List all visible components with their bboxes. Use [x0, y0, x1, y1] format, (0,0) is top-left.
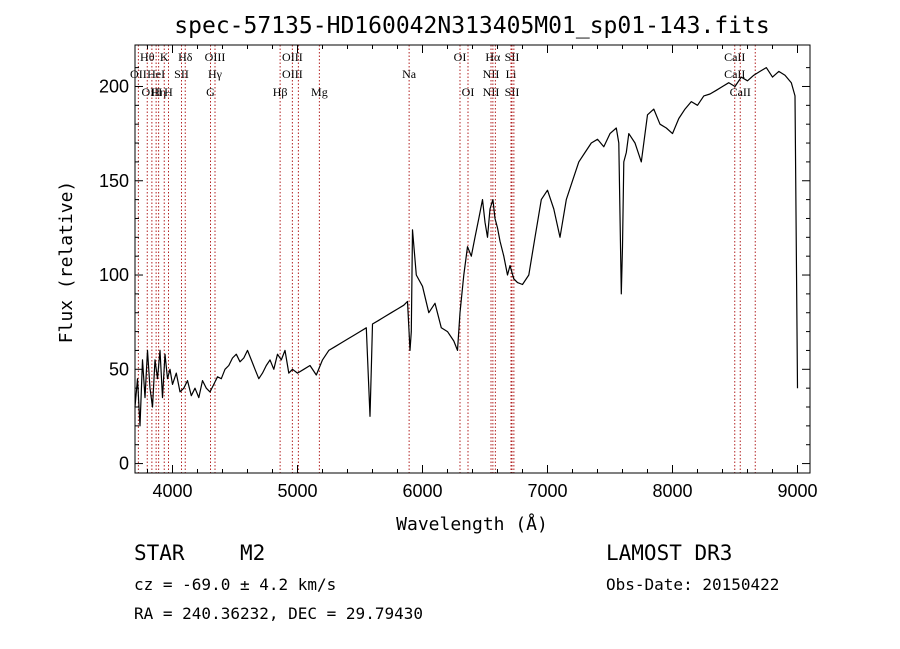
line-marker-label: Na: [402, 67, 417, 81]
line-marker-label: SII: [505, 85, 520, 99]
line-marker-label: OIII: [282, 67, 303, 81]
line-marker-label: OII: [130, 67, 147, 81]
object-class: STAR: [134, 541, 185, 565]
spectrum-line: [134, 66, 799, 427]
line-marker-label: NII: [483, 67, 500, 81]
coordinates: RA = 240.36232, DEC = 29.79430: [134, 604, 423, 623]
line-marker-label: Hγ: [208, 67, 223, 81]
x-tick-label: 7000: [527, 481, 567, 501]
y-tick-label: 0: [119, 454, 129, 474]
line-markers: OIIHθOIIIHeIHηKHSIIHδGOIIIHγHβOIIIOIIIMg…: [130, 45, 756, 473]
line-marker-label: Hδ: [178, 50, 193, 64]
line-marker-label: OI: [454, 50, 467, 64]
obs-date: Obs-Date: 20150422: [606, 575, 779, 594]
line-marker-label: OIII: [205, 50, 226, 64]
x-tick-label: 5000: [277, 481, 317, 501]
line-marker-label: SII: [505, 50, 520, 64]
line-marker-label: HeI: [147, 67, 165, 81]
y-axis-label: Flux (relative): [56, 181, 77, 344]
line-marker-label: Li: [506, 67, 517, 81]
axis-ticks: 4000 5000 6000 7000 8000 9000 0 50 100 150 200: [99, 45, 818, 501]
x-tick-label: 6000: [402, 481, 442, 501]
survey-name: LAMOST DR3: [606, 541, 732, 565]
plot-frame: [134, 44, 811, 474]
line-marker-label: CaII: [724, 50, 745, 64]
y-tick-label: 150: [99, 171, 129, 191]
line-marker-label: Hβ: [273, 85, 288, 99]
line-marker-label: OIII: [142, 85, 163, 99]
line-marker-label: K: [160, 50, 169, 64]
x-tick-label: 9000: [777, 481, 817, 501]
x-tick-label: 8000: [652, 481, 692, 501]
spectrum-series: [134, 66, 799, 427]
y-tick-label: 100: [99, 265, 129, 285]
y-tick-label: 200: [99, 76, 129, 96]
line-marker-label: Mg: [311, 85, 328, 99]
line-marker-label: NII: [483, 85, 500, 99]
line-marker-label: CaII: [724, 67, 745, 81]
line-marker-label: SII: [174, 67, 189, 81]
line-marker-label: Hθ: [140, 50, 155, 64]
line-marker-label: OI: [462, 85, 475, 99]
x-axis-label: Wavelength (Å): [396, 513, 548, 535]
line-marker-label: Hη: [151, 85, 166, 99]
line-marker-label: OIII: [282, 50, 303, 64]
x-tick-label: 4000: [152, 481, 192, 501]
line-marker-label: G: [206, 85, 215, 99]
chart-title: spec-57135-HD160042N313405M01_sp01-143.f…: [174, 13, 769, 39]
object-subclass: M2: [240, 541, 265, 565]
line-marker-label: Hα: [485, 50, 501, 64]
redshift-cz: cz = -69.0 ± 4.2 km/s: [134, 575, 336, 594]
y-tick-label: 50: [109, 359, 129, 379]
line-marker-label: CaII: [730, 85, 751, 99]
line-marker-label: H: [164, 85, 173, 99]
